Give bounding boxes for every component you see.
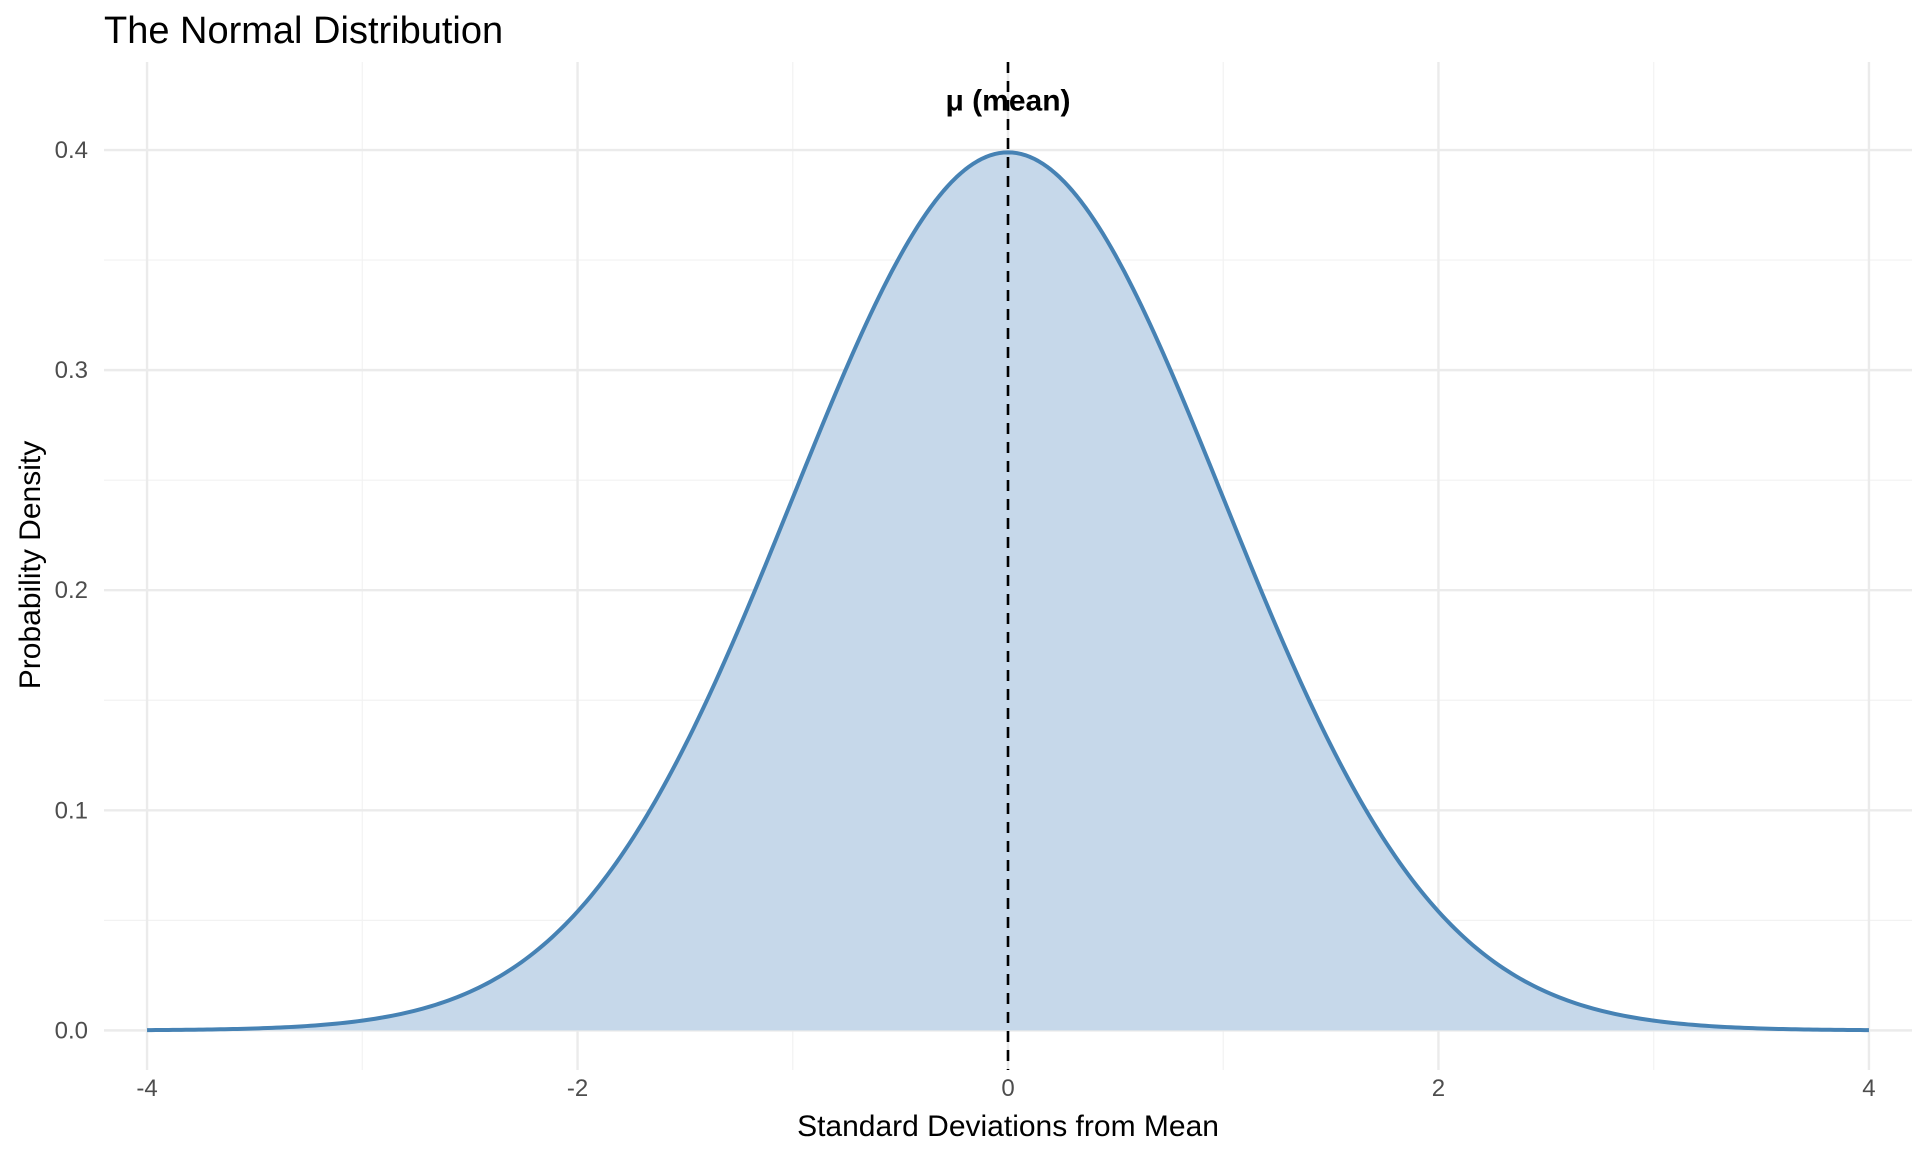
x-tick-label: -4 xyxy=(136,1075,157,1102)
y-tick-label: 0.0 xyxy=(55,1017,88,1044)
chart-title: The Normal Distribution xyxy=(104,10,503,52)
chart-annotations: μ (mean) xyxy=(945,84,1070,117)
y-axis-ticks: 0.0 0.1 0.2 0.3 0.4 xyxy=(55,137,88,1044)
x-axis-label: Standard Deviations from Mean xyxy=(797,1110,1219,1143)
x-tick-label: 2 xyxy=(1432,1075,1445,1102)
density-curve-line xyxy=(147,150,1869,1033)
x-tick-label: 4 xyxy=(1862,1075,1875,1102)
y-tick-label: 0.1 xyxy=(55,797,88,824)
y-tick-label: 0.4 xyxy=(55,137,88,164)
density-area-fill xyxy=(147,152,1869,1031)
y-tick-label: 0.3 xyxy=(55,357,88,384)
x-tick-label: 0 xyxy=(1001,1075,1014,1102)
y-axis-label: Probability Density xyxy=(14,441,47,689)
mean-annotation-label: μ (mean) xyxy=(945,84,1070,117)
y-tick-label: 0.2 xyxy=(55,577,88,604)
x-tick-label: -2 xyxy=(567,1075,588,1102)
x-axis-ticks: -4 -2 0 2 4 xyxy=(136,1075,1875,1102)
